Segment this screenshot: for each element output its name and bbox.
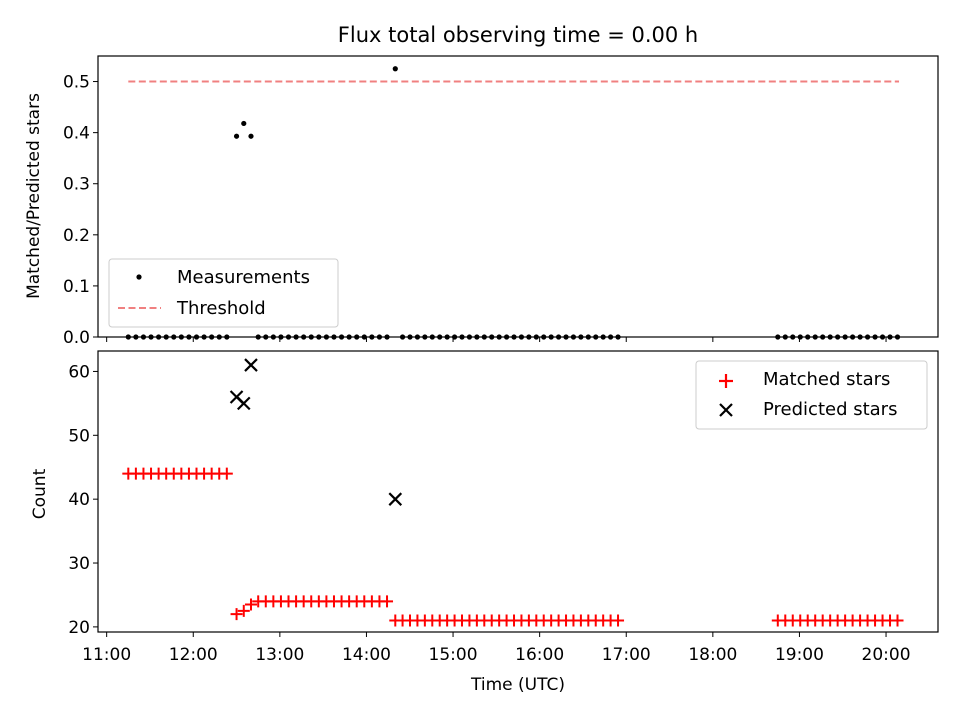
- matched-stars-point: [230, 608, 243, 621]
- matched-stars-point: [381, 595, 394, 608]
- legend-threshold-label: Threshold: [176, 298, 266, 319]
- x-tick-label: 20:00: [862, 645, 911, 665]
- legend-measurements-label: Measurements: [177, 267, 310, 288]
- x-tick-label: 14:00: [342, 645, 391, 665]
- x-tick-label: 17:00: [602, 645, 651, 665]
- bottom-axes-frame: [97, 350, 939, 633]
- y-tick-label: 50: [68, 426, 90, 446]
- measurements-point: [233, 133, 240, 139]
- legend-matched-marker: [719, 374, 733, 388]
- y-tick-label: 0.1: [63, 277, 90, 297]
- y-tick-label: 20: [68, 618, 90, 638]
- matched-stars-point: [220, 467, 233, 480]
- matched-stars-point: [891, 614, 904, 627]
- x-tick-label: 19:00: [775, 645, 824, 665]
- y-tick-label: 0.4: [63, 124, 90, 144]
- predicted-stars-point: [244, 358, 258, 372]
- legend-predicted-label: Predicted stars: [763, 399, 897, 420]
- predicted-stars-point: [236, 396, 251, 411]
- x-tick-label: 12:00: [169, 645, 218, 665]
- y-tick-label: 0.2: [63, 226, 90, 246]
- y-tick-label: 0.5: [63, 73, 90, 93]
- top-y-axis-label: Matched/Predicted stars: [24, 93, 44, 299]
- x-tick-label: 11:00: [82, 645, 131, 665]
- x-tick-label: 15:00: [429, 645, 478, 665]
- matched-stars-point: [237, 604, 250, 617]
- y-tick-label: 40: [68, 490, 90, 510]
- bottom-legend-box: [695, 360, 928, 430]
- top-legend: Measurements Threshold: [108, 258, 339, 328]
- measurements-point: [241, 120, 247, 127]
- legend-predicted-marker: [719, 403, 733, 417]
- chart-title: Flux total observing time = 0.00 h: [338, 23, 698, 47]
- legend-measurements-marker: [136, 274, 142, 280]
- predicted-stars-point: [388, 492, 403, 506]
- measurements-point: [248, 133, 254, 139]
- x-tick-label: 16:00: [515, 645, 564, 665]
- y-tick-label: 60: [68, 362, 90, 382]
- bottom-x-axis-label: Time (UTC): [470, 675, 565, 695]
- matched-stars-point: [612, 614, 625, 627]
- bottom-axes: 20 30 40 50 60 11:00 12:00 13:00 14:00 15:00 16:00…: [30, 350, 939, 695]
- bottom-legend: Matched stars Predicted stars: [695, 360, 928, 430]
- y-tick-label: 0.3: [63, 175, 90, 195]
- top-axes-frame: [97, 55, 939, 338]
- y-tick-label: 30: [68, 554, 90, 574]
- legend-matched-label: Matched stars: [763, 369, 890, 390]
- matched-stars-point: [244, 598, 257, 611]
- measurements-point: [392, 66, 398, 72]
- y-tick-label: 0.0: [63, 328, 90, 348]
- top-legend-box: [108, 258, 339, 328]
- top-axes: 0.0 0.1 0.2 0.3 0.4 0.5 Matched/Predicted sta…: [24, 55, 939, 348]
- bottom-y-axis-label: Count: [30, 468, 50, 519]
- x-tick-label: 13:00: [255, 645, 304, 665]
- x-tick-label: 18:00: [688, 645, 737, 665]
